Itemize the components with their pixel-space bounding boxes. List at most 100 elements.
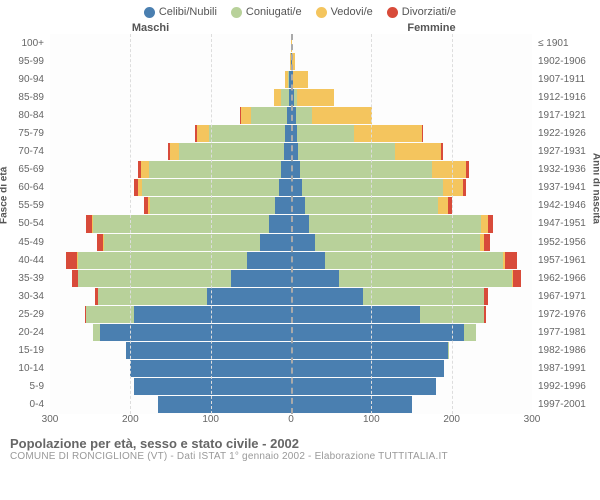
bar-segment [86,215,92,232]
legend-label: Divorziati/e [402,6,456,18]
bar-row [50,233,291,251]
bar-segment [484,288,488,305]
bar-segment [66,252,77,269]
age-label: 20-24 [0,324,44,342]
bar-segment [141,161,149,178]
bar-segment [138,179,143,196]
age-label: 10-14 [0,360,44,378]
bar-row [291,34,532,52]
bar-segment [463,179,466,196]
bar-row [50,88,291,106]
bar-segment [241,107,251,124]
bar-segment [260,234,291,251]
legend-dot [144,7,155,18]
age-label: 70-74 [0,143,44,161]
bar-segment [339,270,512,287]
legend-item: Vedovi/e [316,6,373,18]
bar-segment [296,107,312,124]
bar-row [291,197,532,215]
bar-row [50,378,291,396]
column-headers: Maschi Femmine [0,22,600,34]
bar-segment [231,270,291,287]
plot-area [50,34,532,414]
year-label: 1957-1961 [538,251,600,269]
y-axis-title-right: Anni di nascita [591,153,600,224]
bar-row [291,106,532,124]
year-label: 1967-1971 [538,287,600,305]
bar-segment [291,342,448,359]
bar-segment [158,396,291,413]
age-label: 85-89 [0,88,44,106]
bar-segment [281,161,291,178]
grid-line [371,34,372,414]
bar-segment [240,107,241,124]
bar-row [50,161,291,179]
bar-segment [291,252,325,269]
legend-item: Coniugati/e [231,6,302,18]
bar-segment [247,252,291,269]
bar-row [291,143,532,161]
bar-segment [103,234,104,251]
year-label: 1992-1996 [538,378,600,396]
bar-segment [134,179,137,196]
bar-segment [284,143,291,160]
bar-segment [291,306,420,323]
bar-segment [285,71,288,88]
bar-segment [100,324,291,341]
bar-row [291,396,532,414]
bar-row [50,215,291,233]
bar-segment [315,234,480,251]
bar-segment [78,252,247,269]
year-label: 1987-1991 [538,360,600,378]
legend-item: Celibi/Nubili [144,6,217,18]
bar-segment [92,215,94,232]
bar-segment [291,396,412,413]
bar-segment [309,215,482,232]
year-label: 1952-1956 [538,233,600,251]
bar-segment [77,252,78,269]
header-male: Maschi [50,22,291,34]
bar-row [50,197,291,215]
bar-segment [505,252,516,269]
bar-segment [513,270,521,287]
bar-row [50,396,291,414]
bar-segment [149,161,282,178]
year-label: 1982-1986 [538,342,600,360]
legend: Celibi/Nubili Coniugati/e Vedovi/e Divorzia… [0,0,600,22]
bar-segment [126,342,291,359]
bar-segment [291,197,305,214]
legend-label: Vedovi/e [331,6,373,18]
year-label: 1902-1906 [538,52,600,70]
x-tick: 0 [288,414,294,425]
bar-row [50,251,291,269]
legend-item: Divorziati/e [387,6,456,18]
x-tick: 200 [443,414,460,425]
center-line [291,34,293,414]
bar-segment [168,143,170,160]
x-ticks: 3002001000100200300 [50,414,532,430]
bar-segment [302,179,443,196]
year-label: 1912-1916 [538,88,600,106]
bar-segment [209,125,285,142]
bar-segment [293,71,307,88]
year-label: 1907-1911 [538,70,600,88]
bar-row [50,143,291,161]
x-axis: 3002001000100200300 [0,414,600,430]
bar-segment [195,125,197,142]
year-label: 1997-2001 [538,396,600,414]
y-axis-title-left: Fasce di età [0,167,10,224]
legend-label: Coniugati/e [246,6,302,18]
bar-segment [170,143,180,160]
bar-row [291,215,532,233]
footer: Popolazione per età, sesso e stato civil… [0,430,600,462]
bar-segment [251,107,287,124]
bar-row [50,34,291,52]
bar-row [291,251,532,269]
bar-segment [93,324,99,341]
bar-row [291,179,532,197]
bar-row [291,52,532,70]
bar-segment [78,270,231,287]
bar-row [291,305,532,323]
x-tick: 100 [363,414,380,425]
bar-row [50,70,291,88]
